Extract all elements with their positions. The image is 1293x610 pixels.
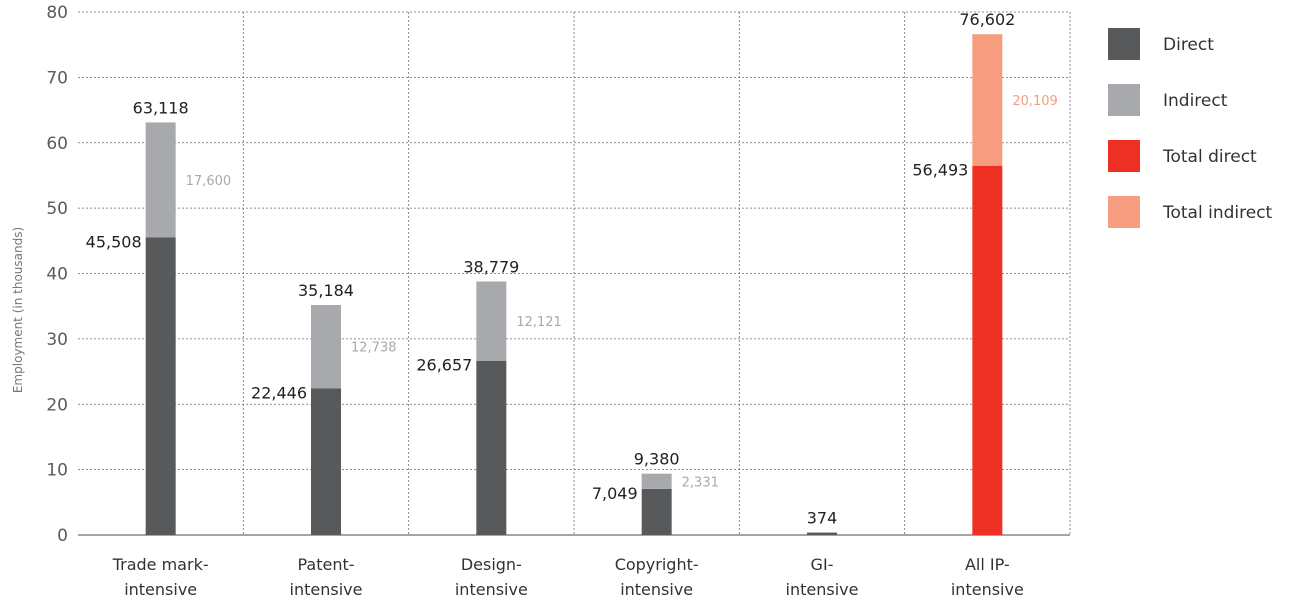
y-axis-ticks: 0 10 20 30 40 50 60 70 80 (46, 3, 68, 546)
bar-indirect (145, 122, 176, 238)
category-label: Patent-intensive (290, 555, 363, 599)
legend-label: Indirect (1163, 91, 1228, 111)
y-tick-label: 60 (46, 134, 68, 154)
bar-indirect (641, 473, 672, 489)
bars (145, 34, 1003, 536)
total-value-label: 9,380 (634, 450, 680, 469)
total-value-label: 76,602 (959, 10, 1015, 29)
y-tick-label: 0 (57, 526, 68, 546)
total-value-label: 63,118 (133, 98, 189, 117)
legend: Direct Indirect Total direct Total indirect (1108, 28, 1273, 228)
bar-direct (641, 488, 672, 535)
y-tick-label: 50 (46, 199, 68, 219)
legend-label: Direct (1163, 35, 1214, 55)
legend-label: Total direct (1162, 147, 1257, 167)
bar-indirect (476, 281, 507, 361)
direct-value-label: 22,446 (251, 383, 307, 402)
indirect-value-label: 12,121 (516, 315, 562, 330)
bar-labels: 63,118 45,508 17,600 35,184 22,446 12,738 38,7… (86, 10, 1058, 527)
total-value-label: 35,184 (298, 281, 354, 300)
bar-direct (145, 237, 176, 535)
bar-direct (476, 360, 507, 535)
direct-value-label: 45,508 (86, 232, 142, 251)
legend-swatch (1108, 84, 1140, 116)
bar-direct (311, 388, 341, 535)
indirect-value-label: 12,738 (351, 341, 397, 356)
category-label: GI-intensive (786, 555, 859, 599)
legend-label: Total indirect (1162, 203, 1273, 223)
y-tick-label: 20 (46, 395, 68, 415)
y-tick-label: 40 (46, 265, 68, 285)
category-label: Trade mark-intensive (112, 555, 209, 599)
direct-value-label: 7,049 (592, 484, 638, 503)
total-value-label: 374 (807, 509, 838, 528)
y-tick-label: 80 (46, 3, 68, 23)
y-axis-label: Employment (in thousands) (11, 227, 25, 393)
y-tick-label: 30 (46, 330, 68, 350)
y-tick-label: 10 (46, 461, 68, 481)
indirect-value-label: 20,109 (1012, 94, 1057, 109)
bar-total-indirect (972, 34, 1003, 166)
direct-value-label: 26,657 (416, 356, 472, 375)
indirect-value-label: 2,331 (682, 475, 719, 490)
direct-value-label: 56,493 (912, 161, 968, 180)
grid (78, 11, 1071, 536)
bar-direct (807, 532, 837, 535)
total-value-label: 38,779 (463, 257, 519, 276)
bar-indirect (311, 304, 341, 389)
category-label: Design-intensive (455, 555, 528, 599)
x-axis-category-labels: Trade mark-intensive Patent-intensive Desi… (112, 555, 1024, 599)
legend-swatch (1108, 28, 1140, 60)
category-label: Copyright-intensive (615, 555, 699, 599)
legend-swatch (1108, 140, 1140, 172)
bar-total-direct (972, 165, 1003, 536)
category-label: All IP-intensive (951, 555, 1024, 599)
indirect-value-label: 17,600 (186, 174, 232, 189)
y-tick-label: 70 (46, 68, 68, 88)
legend-swatch (1108, 196, 1140, 228)
